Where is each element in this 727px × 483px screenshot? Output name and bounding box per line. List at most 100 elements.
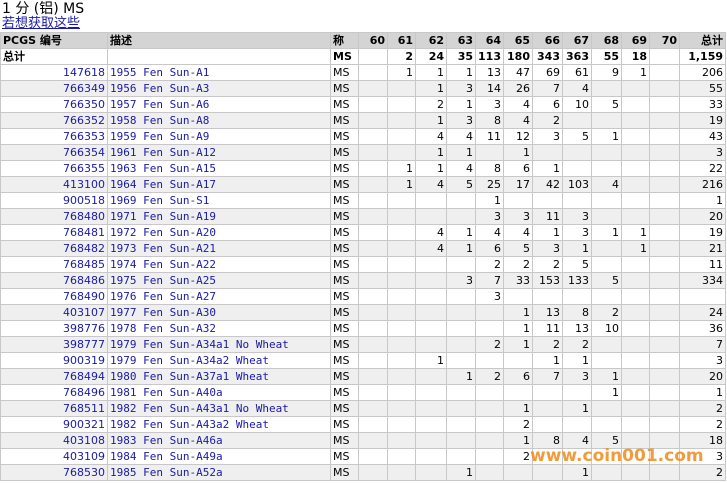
grade: MS [330,112,359,129]
pcgs-number[interactable]: 398776 [0,320,108,337]
pcgs-number[interactable]: 768496 [0,384,108,401]
count-cell [649,272,680,289]
count-cell: 1 [446,144,476,161]
count-cell [446,400,476,417]
count-cell [358,96,388,113]
description[interactable]: 1969 Fen Sun-S1 [107,192,331,209]
pcgs-number[interactable]: 900518 [0,192,108,209]
pcgs-number[interactable]: 147618 [0,64,108,81]
count-cell [415,304,447,321]
count-cell [358,320,388,337]
pcgs-number[interactable]: 768486 [0,272,108,289]
count-cell: 3 [446,112,476,129]
pcgs-number[interactable]: 766350 [0,96,108,113]
description[interactable]: 1972 Fen Sun-A20 [107,224,331,241]
count-cell: 7 [679,336,726,353]
count-cell: 3 [679,352,726,369]
pcgs-number[interactable]: 403109 [0,448,108,465]
pcgs-number[interactable]: 766354 [0,144,108,161]
pcgs-number[interactable]: 403108 [0,432,108,449]
count-cell: 2 [532,112,563,129]
description[interactable]: 1964 Fen Sun-A17 [107,176,331,193]
description[interactable]: 1961 Fen Sun-A12 [107,144,331,161]
pcgs-number[interactable]: 768494 [0,368,108,385]
pcgs-number[interactable]: 766355 [0,160,108,177]
data-row: 413100 1964 Fen Sun-A17 MS 1 4 5 25 17 42 103 4 216 [0,176,726,193]
count-cell: 1 [532,224,563,241]
pcgs-number[interactable]: 398777 [0,336,108,353]
description[interactable]: 1978 Fen Sun-A32 [107,320,331,337]
count-cell [415,336,447,353]
description[interactable]: 1963 Fen Sun-A15 [107,160,331,177]
description[interactable]: 1984 Fen Sun-A49a [107,448,331,465]
pcgs-number[interactable]: 900319 [0,352,108,369]
count-cell [649,160,680,177]
description[interactable]: 1977 Fen Sun-A30 [107,304,331,321]
grade: MS [330,320,359,337]
count-cell: 3 [475,288,504,305]
count-cell: 2 [387,48,416,65]
count-cell [446,336,476,353]
pcgs-number[interactable]: 766353 [0,128,108,145]
pcgs-number[interactable]: 413100 [0,176,108,193]
description[interactable]: 1982 Fen Sun-A43a2 Wheat [107,416,331,433]
description[interactable]: 1955 Fen Sun-A1 [107,64,331,81]
description[interactable]: 1974 Fen Sun-A22 [107,256,331,273]
column-header: 70 [649,32,680,49]
description[interactable]: 1985 Fen Sun-A52a [107,464,331,481]
description[interactable]: 1980 Fen Sun-A37a1 Wheat [107,368,331,385]
count-cell: 21 [679,240,726,257]
description[interactable]: 1976 Fen Sun-A27 [107,288,331,305]
pcgs-number[interactable]: 900321 [0,416,108,433]
pcgs-number[interactable]: 768480 [0,208,108,225]
pcgs-number[interactable]: 766349 [0,80,108,97]
pcgs-number[interactable]: 768482 [0,240,108,257]
count-cell [387,400,416,417]
description[interactable]: 1959 Fen Sun-A9 [107,128,331,145]
description[interactable]: 1958 Fen Sun-A8 [107,112,331,129]
grade: MS [330,432,359,449]
info-link[interactable]: 若想获取这些 [2,16,81,31]
count-cell [387,208,416,225]
description[interactable]: 1982 Fen Sun-A43a1 No Wheat [107,400,331,417]
count-cell [387,128,416,145]
description[interactable]: 1979 Fen Sun-A34a1 No Wheat [107,336,331,353]
count-cell: 24 [415,48,447,65]
description[interactable]: 1979 Fen Sun-A34a2 Wheat [107,352,331,369]
pcgs-number[interactable]: 768490 [0,288,108,305]
column-header: 68 [591,32,622,49]
count-cell [621,256,650,273]
count-cell: 8 [562,304,592,321]
pcgs-number[interactable]: 768481 [0,224,108,241]
description[interactable]: 1973 Fen Sun-A21 [107,240,331,257]
count-cell [621,144,650,161]
count-cell: 18 [621,48,650,65]
count-cell [532,400,563,417]
description [107,48,331,65]
count-cell: 17 [503,176,533,193]
count-cell: 4 [415,224,447,241]
data-row: 768496 1981 Fen Sun-A40a MS 1 1 [0,384,726,401]
description[interactable]: 1971 Fen Sun-A19 [107,208,331,225]
description[interactable]: 1957 Fen Sun-A6 [107,96,331,113]
count-cell: 43 [679,128,726,145]
pcgs-number[interactable]: 403107 [0,304,108,321]
pcgs-number[interactable]: 768485 [0,256,108,273]
description[interactable]: 1983 Fen Sun-A46a [107,432,331,449]
pcgs-number[interactable]: 768530 [0,464,108,481]
column-header: 64 [475,32,504,49]
grade: MS [330,128,359,145]
pcgs-number[interactable]: 768511 [0,400,108,417]
count-cell [387,224,416,241]
count-cell: 5 [562,128,592,145]
grade: MS [330,448,359,465]
description[interactable]: 1981 Fen Sun-A40a [107,384,331,401]
count-cell [621,288,650,305]
count-cell [475,464,504,481]
description[interactable]: 1975 Fen Sun-A25 [107,272,331,289]
count-cell [387,288,416,305]
grade: MS [330,384,359,401]
column-header: PCGS 编号 [0,32,108,49]
pcgs-number[interactable]: 766352 [0,112,108,129]
description[interactable]: 1956 Fen Sun-A3 [107,80,331,97]
